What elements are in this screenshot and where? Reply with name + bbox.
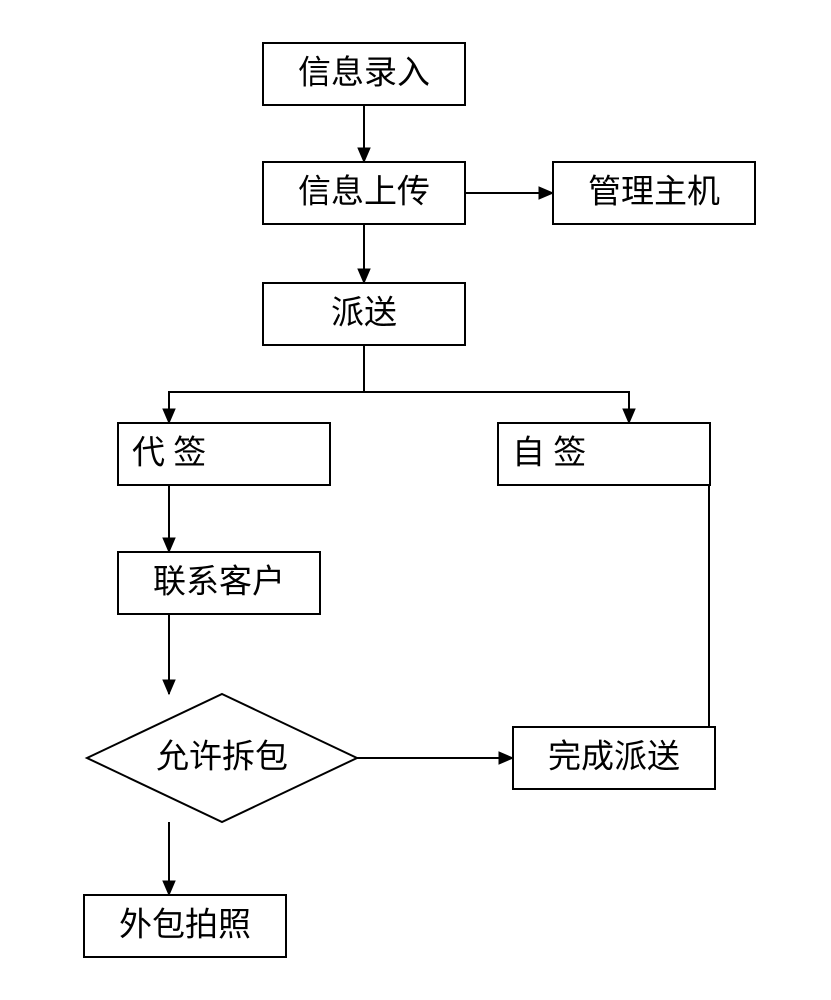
label-mgmt_host: 管理主机	[588, 174, 720, 211]
node-photo: 外包拍照	[84, 895, 286, 957]
arrow-head	[163, 881, 175, 895]
label-contact: 联系客户	[153, 564, 285, 601]
node-self_sign: 自 签	[498, 423, 710, 485]
node-mgmt_host: 管理主机	[553, 162, 755, 224]
node-complete: 完成派送	[513, 727, 715, 789]
arrow-head	[358, 269, 370, 283]
edge-dispatch-proxy_sign	[169, 345, 364, 423]
node-allow_unpack: 允许拆包	[87, 694, 357, 822]
arrow-head	[163, 409, 175, 423]
node-dispatch: 派送	[263, 283, 465, 345]
arrow-head	[163, 680, 175, 694]
arrow-head	[358, 148, 370, 162]
arrow-head	[539, 187, 553, 199]
node-contact: 联系客户	[118, 552, 320, 614]
node-proxy_sign: 代 签	[118, 423, 330, 485]
arrow-head	[163, 538, 175, 552]
node-info_upload: 信息上传	[263, 162, 465, 224]
label-photo: 外包拍照	[119, 907, 251, 944]
label-dispatch: 派送	[331, 295, 397, 332]
label-self_sign: 自 签	[512, 435, 586, 472]
flowchart-canvas: 信息录入信息上传 管理主机派送代 签 自 签联系客户允许拆包 完成派送外包拍照	[0, 0, 831, 1000]
arrow-head	[499, 752, 513, 764]
edge-dispatch-self_sign	[364, 345, 629, 423]
arrow-head	[623, 409, 635, 423]
label-complete: 完成派送	[548, 739, 680, 776]
label-info_upload: 信息上传	[298, 174, 430, 211]
label-info_entry: 信息录入	[298, 55, 430, 92]
label-allow_unpack: 允许拆包	[156, 739, 288, 776]
node-info_entry: 信息录入	[263, 43, 465, 105]
label-proxy_sign: 代 签	[132, 435, 206, 472]
edge-self_sign-complete	[709, 485, 715, 758]
